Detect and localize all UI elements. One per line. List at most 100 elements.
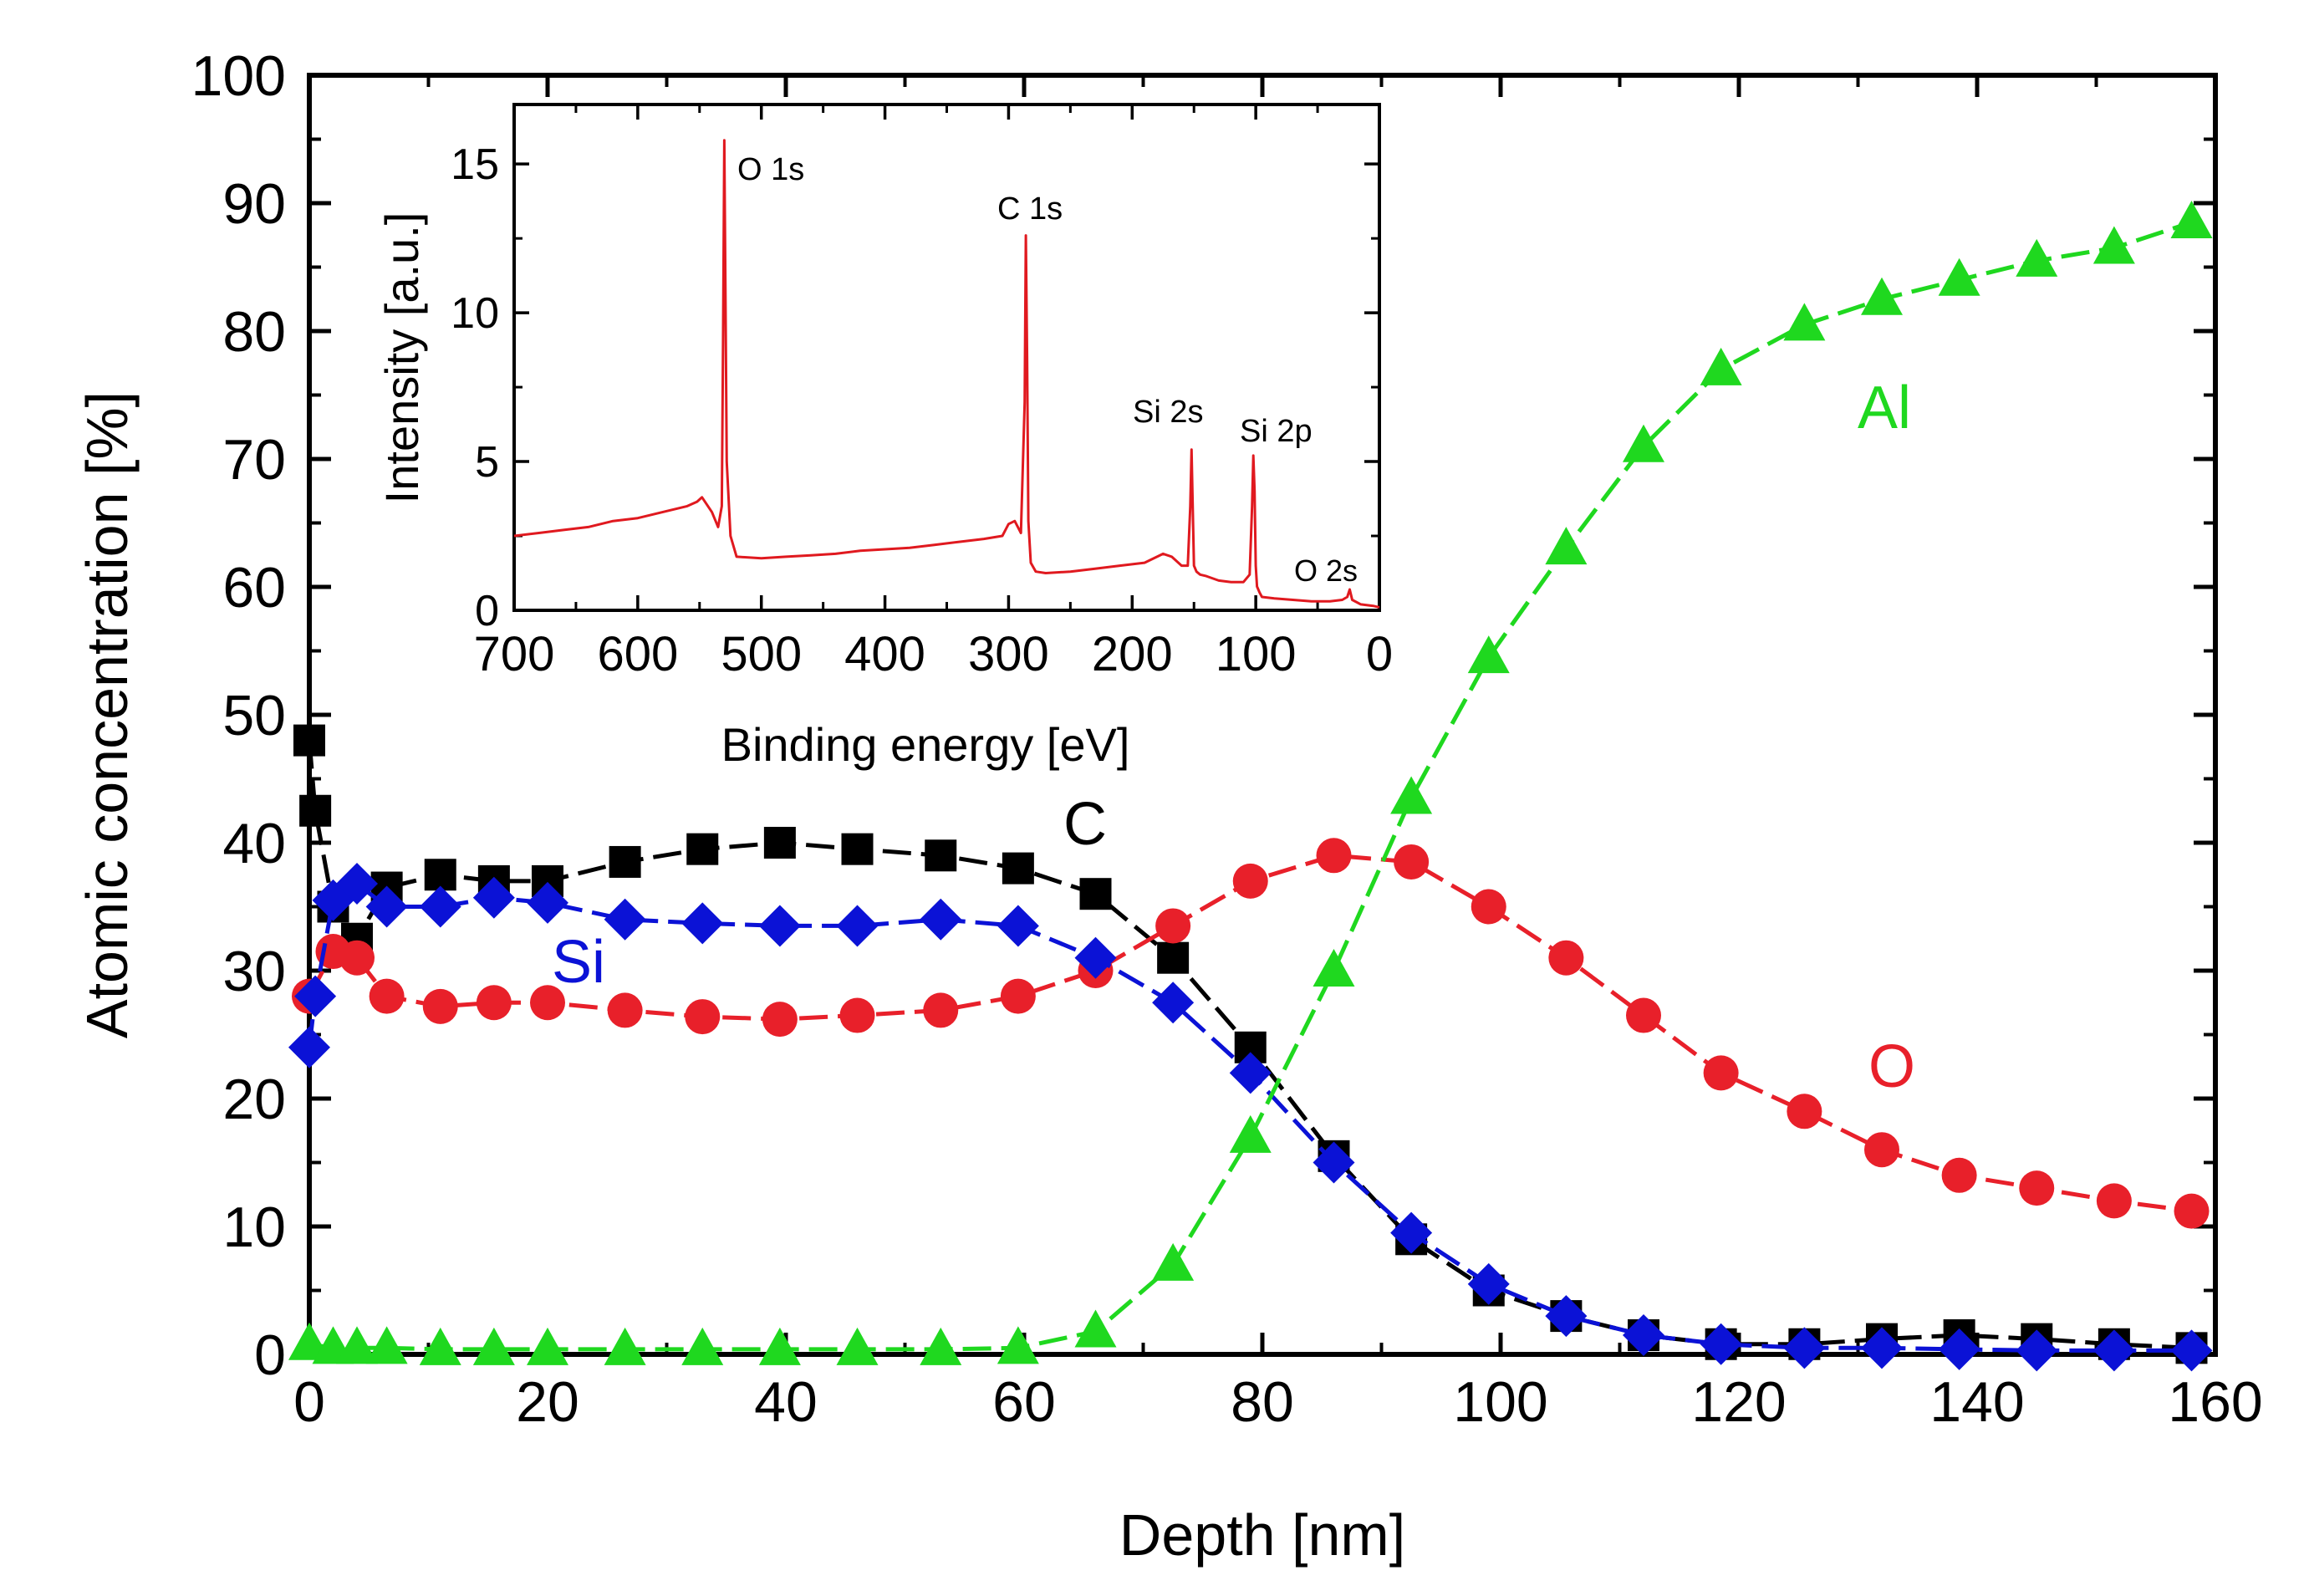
- main-x-tick-label: 160: [2168, 1370, 2262, 1434]
- inset-x-tick-label: 100: [1216, 627, 1297, 681]
- data-point-al: [365, 1326, 408, 1364]
- data-point-si: [1152, 982, 1195, 1024]
- data-point-si: [1783, 1327, 1826, 1369]
- data-point-si: [2170, 1329, 2213, 1372]
- data-point-al: [2170, 200, 2213, 238]
- main-y-tick-labels: 0 10 20 30 40 50 60 70 80 90 100: [191, 44, 286, 1387]
- main-x-tick-label: 120: [1691, 1370, 1786, 1434]
- series-labels: C O Si Al: [552, 375, 1915, 1100]
- data-point-o: [1394, 844, 1430, 880]
- series-layer: [288, 200, 2213, 1372]
- data-point-c: [609, 845, 641, 878]
- peak-label-si2s: Si 2s: [1133, 395, 1203, 430]
- series-label-c: C: [1063, 791, 1107, 858]
- data-point-c: [299, 794, 332, 827]
- data-point-si: [1467, 1262, 1510, 1305]
- inset-x-tick-label: 500: [721, 627, 802, 681]
- data-point-al: [920, 1327, 962, 1365]
- data-point-o: [339, 940, 375, 976]
- data-point-o: [2019, 1170, 2055, 1206]
- data-point-si: [1700, 1323, 1742, 1365]
- main-y-tick-label: 70: [222, 428, 286, 492]
- main-x-tick-label: 60: [992, 1370, 1056, 1434]
- data-point-al: [1467, 635, 1510, 674]
- data-point-si: [365, 885, 408, 928]
- data-point-o: [923, 992, 959, 1028]
- inset-x-tick-label: 200: [1092, 627, 1173, 681]
- main-y-tick-label: 100: [191, 44, 286, 108]
- data-point-al: [527, 1327, 568, 1365]
- inset-x-tick-label: 0: [1366, 627, 1393, 681]
- series-line-al: [308, 220, 2193, 1352]
- data-point-o: [1548, 940, 1584, 976]
- main-x-tick-labels: 0 20 40 60 80 100 120 140 160: [293, 1370, 2263, 1434]
- data-point-c: [686, 833, 719, 865]
- peak-label-o2s: O 2s: [1294, 553, 1358, 588]
- series-al: [288, 200, 2213, 1365]
- main-axes: 0 20 40 60 80 100 120 140 160 010203040506070809…: [74, 44, 2263, 1568]
- inset-y-tick-labels: 0 5 10 15: [451, 140, 499, 635]
- main-y-axis-label: Atomic concentration [%]: [74, 391, 140, 1038]
- data-point-si: [604, 898, 646, 941]
- data-point-al: [997, 1326, 1039, 1364]
- series-label-al: Al: [1858, 375, 1911, 441]
- data-point-o: [1941, 1157, 1977, 1193]
- data-point-si: [997, 905, 1039, 947]
- inset-x-tick-label: 300: [968, 627, 1049, 681]
- data-point-al: [1313, 949, 1355, 987]
- series-o: [292, 838, 2210, 1229]
- data-point-al: [1545, 527, 1588, 565]
- main-x-tick-label: 40: [754, 1370, 818, 1434]
- inset-chart: 700 600 500 400 300 200 100 0 0 5 10 15 Binding en…: [375, 103, 1394, 771]
- data-point-o: [1864, 1132, 1899, 1168]
- inset-series-layer: [513, 139, 1380, 609]
- data-point-si: [2092, 1329, 2135, 1372]
- inset-background: [514, 105, 1379, 610]
- data-point-o: [476, 985, 512, 1021]
- main-y-tick-label: 40: [222, 812, 286, 875]
- data-point-si: [336, 862, 378, 905]
- data-point-c: [763, 827, 796, 859]
- peak-label-si2p: Si 2p: [1240, 414, 1313, 449]
- data-point-o: [1471, 889, 1506, 925]
- data-point-o: [762, 1002, 798, 1038]
- data-point-o: [1626, 997, 1661, 1033]
- inset-x-ticks: [512, 105, 1381, 610]
- data-point-c: [841, 833, 874, 865]
- data-point-al: [1938, 258, 1980, 296]
- inset-x-tick-label: 700: [474, 627, 555, 681]
- data-point-si: [1861, 1327, 1903, 1369]
- data-point-o: [1000, 978, 1036, 1014]
- data-point-si: [836, 905, 879, 947]
- inset-y-axis-label: Intensity [a.u.]: [375, 212, 428, 504]
- main-y-tick-label: 60: [222, 556, 286, 620]
- data-point-al: [681, 1327, 724, 1365]
- data-point-al: [1700, 347, 1742, 385]
- data-point-si: [2016, 1329, 2058, 1372]
- data-point-c: [424, 859, 456, 891]
- data-point-si: [1074, 936, 1117, 979]
- data-point-al: [2092, 226, 2135, 264]
- data-point-o: [2174, 1193, 2210, 1229]
- data-point-al: [1783, 303, 1826, 341]
- main-y-tick-label: 50: [222, 684, 286, 747]
- inset-x-tick-labels: 700 600 500 400 300 200 100 0: [474, 627, 1394, 681]
- data-point-o: [839, 997, 875, 1033]
- data-point-al: [1152, 1242, 1195, 1281]
- main-x-tick-label: 140: [1929, 1370, 2024, 1434]
- data-point-al: [604, 1327, 646, 1365]
- data-point-o: [1155, 908, 1191, 944]
- inset-y-tick-label: 5: [475, 438, 499, 487]
- inset-y-tick-label: 0: [475, 587, 499, 635]
- data-point-al: [419, 1327, 461, 1365]
- data-point-al: [836, 1327, 879, 1365]
- data-point-o: [2096, 1183, 2132, 1219]
- data-point-al: [2016, 238, 2058, 277]
- data-point-si: [920, 898, 962, 941]
- data-point-si: [1229, 1052, 1272, 1094]
- data-point-c: [925, 839, 957, 872]
- data-point-c: [293, 724, 325, 757]
- data-point-si: [1313, 1141, 1355, 1184]
- data-point-si: [1623, 1314, 1664, 1357]
